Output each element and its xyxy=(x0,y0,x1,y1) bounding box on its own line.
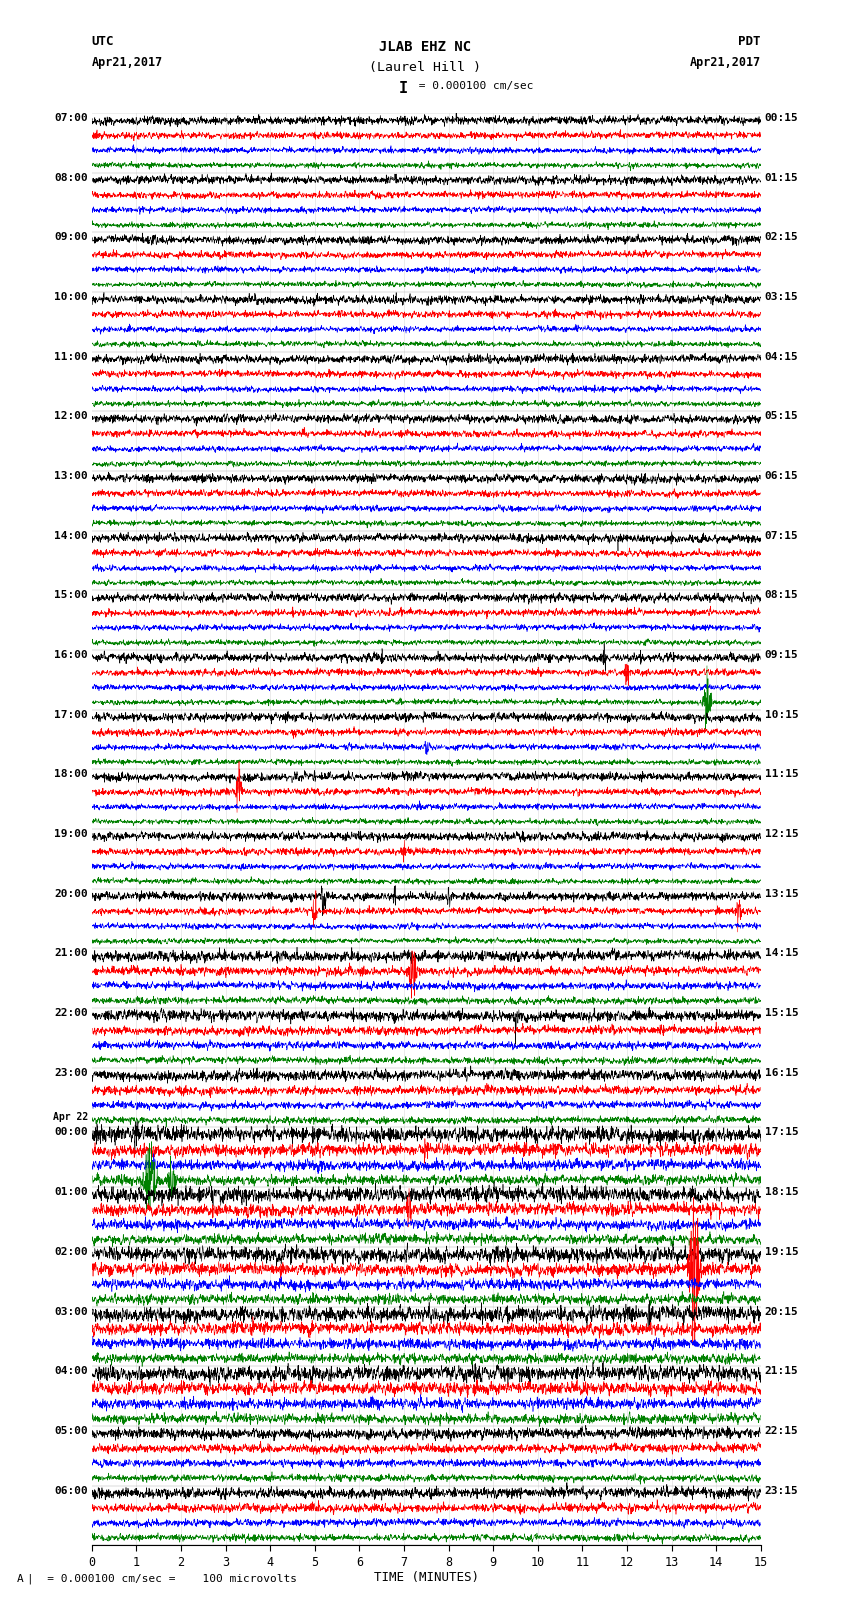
Text: 16:00: 16:00 xyxy=(54,650,88,660)
Text: 21:00: 21:00 xyxy=(54,948,88,958)
Text: 22:00: 22:00 xyxy=(54,1008,88,1018)
Text: (Laurel Hill ): (Laurel Hill ) xyxy=(369,61,481,74)
Text: Apr21,2017: Apr21,2017 xyxy=(92,56,163,69)
Text: 14:15: 14:15 xyxy=(765,948,798,958)
Text: 13:15: 13:15 xyxy=(765,889,798,898)
Text: 06:15: 06:15 xyxy=(765,471,798,481)
Text: = 0.000100 cm/sec: = 0.000100 cm/sec xyxy=(412,81,534,90)
Text: 05:15: 05:15 xyxy=(765,411,798,421)
Text: 10:15: 10:15 xyxy=(765,710,798,719)
Text: 16:15: 16:15 xyxy=(765,1068,798,1077)
Text: 09:15: 09:15 xyxy=(765,650,798,660)
Text: 03:00: 03:00 xyxy=(54,1307,88,1316)
Text: 04:00: 04:00 xyxy=(54,1366,88,1376)
Text: 12:15: 12:15 xyxy=(765,829,798,839)
Text: Apr21,2017: Apr21,2017 xyxy=(689,56,761,69)
Text: 13:00: 13:00 xyxy=(54,471,88,481)
Text: 17:15: 17:15 xyxy=(765,1127,798,1137)
Text: 11:15: 11:15 xyxy=(765,769,798,779)
Text: 22:15: 22:15 xyxy=(765,1426,798,1436)
Text: 02:00: 02:00 xyxy=(54,1247,88,1257)
Text: 06:00: 06:00 xyxy=(54,1486,88,1495)
Text: 07:00: 07:00 xyxy=(54,113,88,123)
Text: I: I xyxy=(399,81,408,95)
Text: 18:00: 18:00 xyxy=(54,769,88,779)
Text: 12:00: 12:00 xyxy=(54,411,88,421)
Text: 01:00: 01:00 xyxy=(54,1187,88,1197)
Text: 04:15: 04:15 xyxy=(765,352,798,361)
Text: 05:00: 05:00 xyxy=(54,1426,88,1436)
Text: 19:00: 19:00 xyxy=(54,829,88,839)
Text: 15:00: 15:00 xyxy=(54,590,88,600)
Text: 03:15: 03:15 xyxy=(765,292,798,302)
Text: 20:15: 20:15 xyxy=(765,1307,798,1316)
Text: 02:15: 02:15 xyxy=(765,232,798,242)
Text: |  = 0.000100 cm/sec =    100 microvolts: | = 0.000100 cm/sec = 100 microvolts xyxy=(27,1573,297,1584)
Text: 10:00: 10:00 xyxy=(54,292,88,302)
Text: 21:15: 21:15 xyxy=(765,1366,798,1376)
X-axis label: TIME (MINUTES): TIME (MINUTES) xyxy=(374,1571,479,1584)
Text: 23:00: 23:00 xyxy=(54,1068,88,1077)
Text: 14:00: 14:00 xyxy=(54,531,88,540)
Text: 08:15: 08:15 xyxy=(765,590,798,600)
Text: 20:00: 20:00 xyxy=(54,889,88,898)
Text: UTC: UTC xyxy=(92,35,114,48)
Text: 09:00: 09:00 xyxy=(54,232,88,242)
Text: 23:15: 23:15 xyxy=(765,1486,798,1495)
Text: PDT: PDT xyxy=(739,35,761,48)
Text: 18:15: 18:15 xyxy=(765,1187,798,1197)
Text: Apr 22: Apr 22 xyxy=(53,1111,88,1121)
Text: 08:00: 08:00 xyxy=(54,173,88,182)
Text: 15:15: 15:15 xyxy=(765,1008,798,1018)
Text: 19:15: 19:15 xyxy=(765,1247,798,1257)
Text: 17:00: 17:00 xyxy=(54,710,88,719)
Text: 00:15: 00:15 xyxy=(765,113,798,123)
Text: JLAB EHZ NC: JLAB EHZ NC xyxy=(379,40,471,55)
Text: 11:00: 11:00 xyxy=(54,352,88,361)
Text: A: A xyxy=(17,1574,24,1584)
Text: 01:15: 01:15 xyxy=(765,173,798,182)
Text: 07:15: 07:15 xyxy=(765,531,798,540)
Text: 00:00: 00:00 xyxy=(54,1127,88,1137)
